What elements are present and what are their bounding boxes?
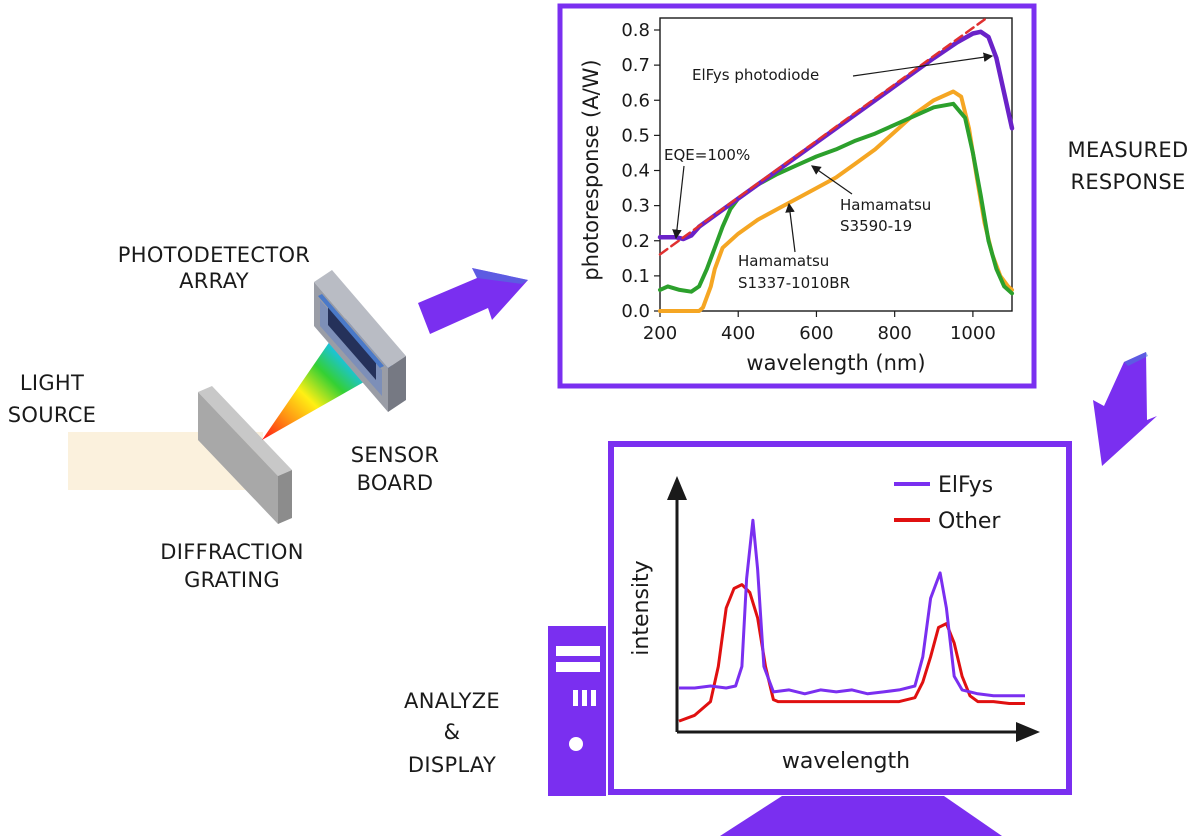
series-line-elfys <box>679 518 1025 698</box>
annotation-arrow-elfys <box>852 52 994 77</box>
y-axis-arrow-icon <box>667 476 687 500</box>
power-button-icon <box>569 737 583 751</box>
label-photodetector-array: PHOTODETECTOR ARRAY <box>118 243 310 293</box>
legend-label-other: Other <box>938 509 1001 534</box>
y-tick-label: 0.0 <box>621 301 650 322</box>
monitor-stand <box>720 796 1002 836</box>
x-axis-label: wavelength (nm) <box>746 351 925 375</box>
svg-text:&: & <box>444 720 461 744</box>
x-tick-label: 400 <box>721 323 755 344</box>
y-tick-label: 0.1 <box>621 266 650 287</box>
drive-bay-2 <box>556 662 600 672</box>
y-tick-label: 0.7 <box>621 55 650 76</box>
svg-text:RESPONSE: RESPONSE <box>1070 170 1185 194</box>
legend-label-elfys: ElFys <box>938 473 993 498</box>
annotation-arrow-s3590 <box>811 165 853 195</box>
series-line-s3590 <box>658 101 1014 296</box>
annotation-s3590-line1: Hamamatsu <box>840 196 931 214</box>
flow-arrow-to-display <box>1093 352 1157 466</box>
label-sensor-board: SENSOR BOARD <box>351 443 440 495</box>
computer-tower <box>548 626 606 796</box>
x-tick-label: 200 <box>643 323 677 344</box>
annotation-s3590-line2: S3590-19 <box>840 217 912 235</box>
annotation-arrow-s1337 <box>785 202 796 253</box>
svg-text:SENSOR: SENSOR <box>351 443 440 467</box>
svg-text:DISPLAY: DISPLAY <box>408 753 496 777</box>
svg-text:ARRAY: ARRAY <box>179 269 249 293</box>
vent-slot <box>591 690 596 706</box>
label-measured-response: MEASURED RESPONSE <box>1068 138 1189 194</box>
annotation-elfys: ElFys photodiode <box>692 66 819 84</box>
annotation-eqe: EQE=100% <box>664 146 750 164</box>
y-tick-label: 0.6 <box>621 90 650 111</box>
optical-setup <box>68 270 406 524</box>
svg-text:BOARD: BOARD <box>357 471 434 495</box>
annotation-s1337-line1: Hamamatsu <box>738 252 829 270</box>
svg-text:PHOTODETECTOR: PHOTODETECTOR <box>118 243 310 267</box>
svg-text:LIGHT: LIGHT <box>20 371 84 395</box>
y-tick-label: 0.3 <box>621 196 650 217</box>
photoresponse-chart: 0.0 0.1 0.2 0.3 0.4 0.5 0.6 0.7 0.8 200 400 600 800 1… <box>579 17 1015 375</box>
y-tick-label: 0.5 <box>621 125 650 146</box>
photodetector-array <box>314 270 406 412</box>
label-light-source: LIGHT SOURCE <box>8 371 97 427</box>
x-tick-label: 800 <box>877 323 911 344</box>
svg-text:ANALYZE: ANALYZE <box>404 689 500 713</box>
series-line-other <box>678 583 1025 723</box>
svg-text:DIFFRACTION: DIFFRACTION <box>160 540 303 564</box>
x-axis-label: wavelength <box>782 749 910 774</box>
vent-slot <box>573 690 578 706</box>
series-line-elfys <box>657 29 1015 242</box>
plot-area <box>659 17 1013 312</box>
diffraction-grating <box>198 386 292 524</box>
annotation-arrow-eqe <box>672 165 685 240</box>
x-tick-label: 600 <box>799 323 833 344</box>
x-tick-label: 1000 <box>950 323 996 344</box>
y-tick-label: 0.2 <box>621 231 650 252</box>
monitor <box>608 441 1072 836</box>
y-tick-label: 0.4 <box>621 161 650 182</box>
y-tick-label: 0.8 <box>621 20 650 41</box>
annotation-s1337-line2: S1337-1010BR <box>738 274 850 292</box>
y-axis-label: photoresponse (A/W) <box>579 59 603 280</box>
label-diffraction-grating: DIFFRACTION GRATING <box>160 540 303 592</box>
intensity-chart: wavelength intensity ElFys Other <box>629 473 1040 774</box>
y-axis-label: intensity <box>629 560 654 655</box>
response-chart-frame <box>557 3 1037 389</box>
vent-slot <box>582 690 587 706</box>
label-analyze-display: ANALYZE & DISPLAY <box>404 689 500 777</box>
drive-bay-1 <box>556 646 600 656</box>
svg-text:SOURCE: SOURCE <box>8 403 97 427</box>
x-axis-arrow-icon <box>1016 722 1040 742</box>
series-line-eqe <box>658 18 986 256</box>
svg-text:MEASURED: MEASURED <box>1068 138 1189 162</box>
monitor-screen <box>608 441 1072 795</box>
svg-text:GRATING: GRATING <box>184 568 280 592</box>
flow-arrow-to-response <box>418 268 528 334</box>
